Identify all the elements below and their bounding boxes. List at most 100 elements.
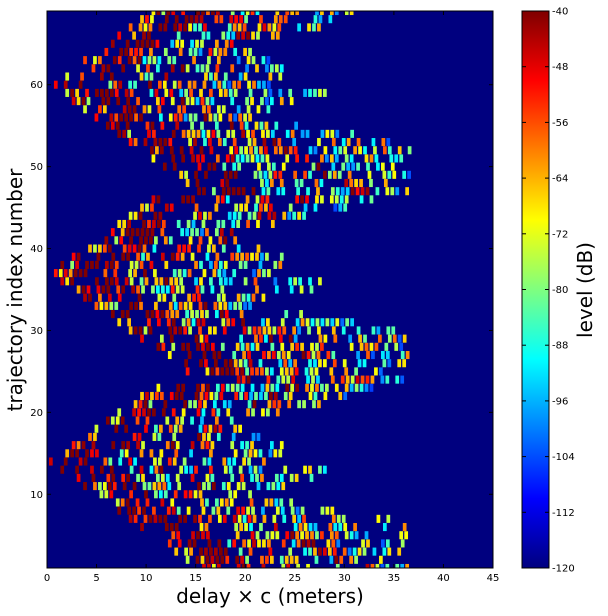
heatmap-cell — [232, 23, 237, 32]
heatmap-cell — [169, 203, 174, 212]
heatmap-cell — [94, 301, 99, 310]
heatmap-cell — [184, 15, 189, 24]
heatmap-cell — [162, 482, 167, 491]
heatmap-cell — [294, 473, 299, 482]
heatmap-cell — [386, 326, 391, 335]
heatmap-cell — [293, 334, 298, 343]
heatmap-cell — [221, 318, 226, 327]
heatmap-cell — [254, 203, 258, 212]
heatmap-cell — [317, 138, 321, 147]
heatmap-cell — [335, 129, 340, 138]
heatmap-cell — [135, 39, 140, 48]
heatmap-cell — [250, 383, 255, 392]
heatmap-cell — [112, 56, 117, 65]
heatmap-cell — [169, 523, 174, 532]
heatmap-cell — [189, 465, 193, 474]
heatmap-cell — [193, 113, 198, 122]
heatmap-cell — [142, 56, 147, 65]
heatmap-cell — [155, 39, 160, 48]
heatmap-cell — [179, 88, 184, 97]
heatmap-cell — [138, 23, 143, 32]
heatmap-cell — [310, 318, 315, 327]
heatmap-cell — [255, 473, 259, 482]
heatmap-cell — [255, 11, 260, 16]
heatmap-cell — [259, 146, 263, 155]
heatmap-cell — [273, 170, 278, 179]
heatmap-cell — [152, 482, 157, 491]
heatmap-cell — [130, 228, 135, 237]
heatmap-cell — [260, 252, 264, 261]
heatmap-cell — [129, 277, 134, 286]
heatmap-cell — [320, 318, 325, 327]
heatmap-cell — [262, 269, 266, 278]
heatmap-cell — [265, 195, 270, 204]
heatmap-cell — [186, 318, 191, 327]
heatmap-cell — [309, 285, 314, 294]
heatmap-cell — [340, 375, 345, 384]
heatmap-cell — [183, 113, 188, 122]
heatmap-cell — [198, 514, 202, 523]
heatmap-cell — [201, 31, 206, 40]
heatmap-cell — [263, 88, 268, 97]
heatmap-cell — [240, 342, 245, 351]
heatmap-cell — [284, 367, 289, 376]
heatmap-cell — [215, 154, 220, 163]
heatmap-cell — [68, 269, 73, 278]
heatmap-cell — [290, 531, 295, 540]
heatmap-cell — [267, 269, 271, 278]
heatmap-cell — [196, 408, 201, 417]
heatmap-cell — [217, 269, 222, 278]
heatmap-cell — [155, 310, 160, 319]
heatmap-cell — [269, 498, 274, 507]
heatmap-cell — [214, 547, 218, 556]
heatmap-cell — [172, 293, 177, 302]
heatmap-cell — [201, 531, 205, 540]
heatmap-cell — [200, 498, 204, 507]
heatmap-cell — [210, 473, 215, 482]
heatmap-cell — [143, 514, 148, 523]
heatmap-cell — [139, 465, 144, 474]
heatmap-cell — [273, 523, 278, 532]
heatmap-cell — [85, 449, 89, 458]
heatmap-cell — [198, 326, 202, 335]
heatmap-cell — [237, 514, 242, 523]
heatmap-cell — [173, 490, 178, 499]
heatmap-cell — [365, 563, 370, 568]
heatmap-cell — [171, 408, 176, 417]
heatmap-cell — [209, 465, 213, 474]
heatmap-cell — [205, 473, 210, 482]
heatmap-cell — [199, 277, 203, 286]
heatmap-cell — [278, 15, 283, 24]
heatmap-cell — [111, 252, 116, 261]
heatmap-cell — [174, 449, 179, 458]
heatmap-cell — [298, 277, 302, 286]
heatmap-cell — [144, 236, 148, 245]
heatmap-cell — [145, 121, 150, 130]
heatmap-cell — [225, 367, 230, 376]
colorbar-tick-label: -88 — [552, 341, 568, 352]
heatmap-cell — [221, 482, 226, 491]
heatmap-cell — [224, 39, 229, 48]
heatmap-cell — [337, 170, 342, 179]
heatmap-cell — [168, 236, 173, 245]
heatmap-cell — [70, 277, 75, 286]
heatmap-cell — [251, 56, 256, 65]
heatmap-cell — [154, 88, 159, 97]
heatmap-cell — [332, 547, 337, 556]
heatmap-cell — [195, 555, 200, 564]
heatmap-cell — [212, 350, 217, 360]
heatmap-cell — [285, 154, 290, 163]
heatmap-cell — [252, 539, 256, 548]
heatmap-cell — [261, 318, 265, 327]
heatmap-cell — [265, 64, 269, 73]
heatmap-cell — [264, 203, 268, 212]
heatmap-cell — [163, 514, 168, 523]
heatmap-cell — [277, 23, 282, 32]
heatmap-cell — [349, 383, 354, 392]
heatmap-cell — [358, 334, 362, 343]
heatmap-cell — [201, 506, 206, 515]
heatmap-cell — [137, 244, 142, 253]
heatmap-cell — [234, 523, 239, 532]
heatmap-cell — [200, 228, 204, 237]
heatmap-cell — [127, 129, 131, 138]
